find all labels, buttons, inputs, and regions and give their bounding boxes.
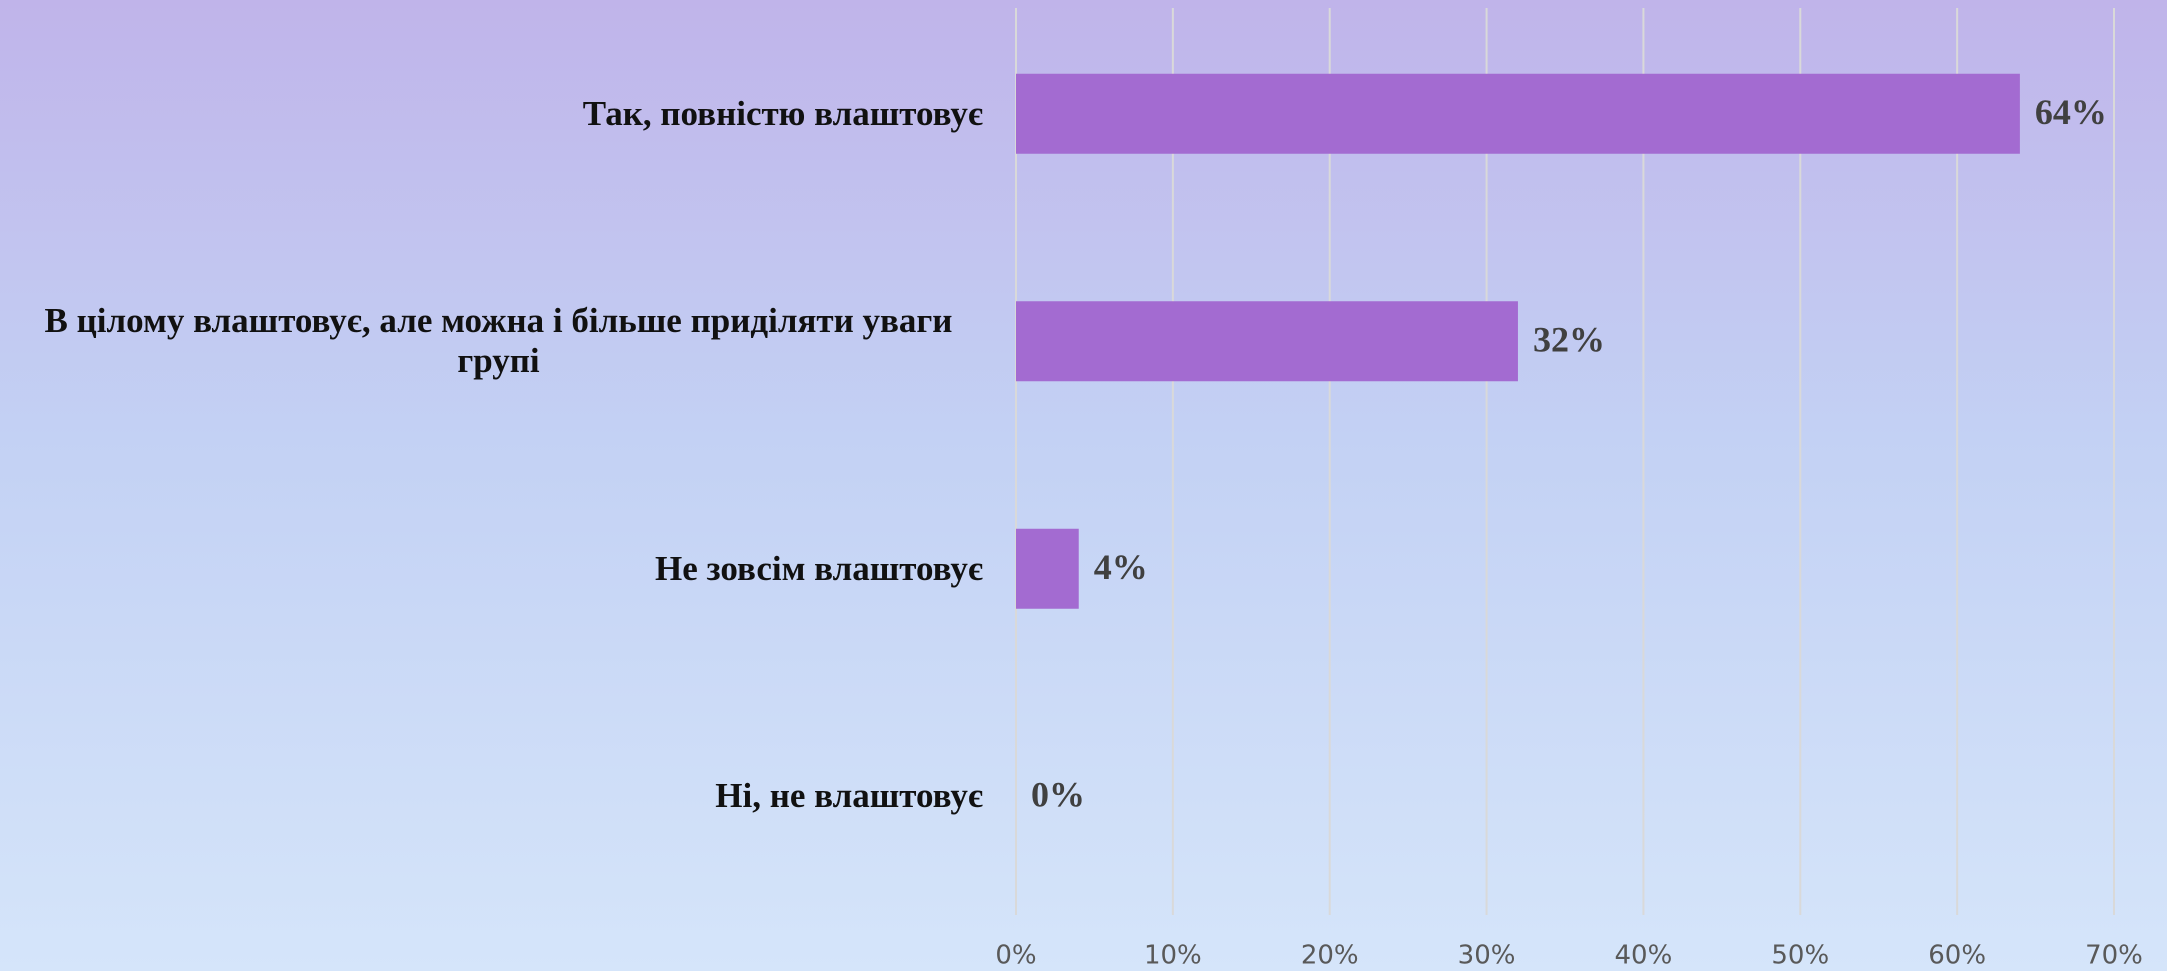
x-tick-label: 20% [1301, 941, 1359, 971]
x-tick-label: 40% [1615, 941, 1673, 971]
category-label: Не зовсім влаштовує [655, 548, 983, 588]
category-label: Так, повністю влаштовує [582, 93, 983, 133]
x-tick-label: 0% [995, 941, 1036, 971]
x-tick-label: 50% [1771, 941, 1829, 971]
bar [1016, 301, 1518, 382]
bar [1016, 73, 2020, 154]
value-label: 0% [1031, 775, 1085, 815]
value-label: 64% [2035, 92, 2107, 132]
value-label: 32% [1533, 320, 1605, 360]
x-tick-label: 70% [2085, 941, 2143, 971]
x-tick-label: 10% [1144, 941, 1202, 971]
x-tick-label: 30% [1458, 941, 1516, 971]
category-label: Ні, не влаштовує [715, 776, 983, 816]
bar [1016, 528, 1079, 609]
category-label: В цілому влаштовує, але можна і більше п… [44, 301, 953, 381]
x-tick-label: 60% [1928, 941, 1986, 971]
value-label: 4% [1094, 547, 1148, 587]
